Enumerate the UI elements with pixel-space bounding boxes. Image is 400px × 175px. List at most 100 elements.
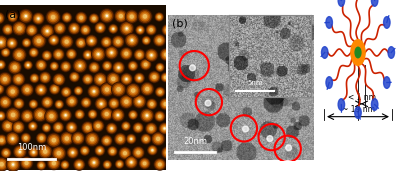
Ellipse shape [80, 42, 82, 44]
Ellipse shape [135, 50, 144, 59]
Ellipse shape [73, 27, 76, 30]
Ellipse shape [150, 29, 152, 31]
Ellipse shape [107, 124, 116, 133]
Ellipse shape [21, 110, 34, 122]
Ellipse shape [153, 76, 156, 78]
Ellipse shape [78, 112, 82, 117]
Ellipse shape [143, 136, 149, 142]
Ellipse shape [0, 163, 3, 166]
Ellipse shape [134, 73, 144, 83]
Ellipse shape [116, 86, 122, 93]
Ellipse shape [0, 115, 2, 117]
Ellipse shape [155, 136, 161, 142]
Ellipse shape [47, 11, 59, 23]
Ellipse shape [17, 126, 20, 129]
Ellipse shape [104, 63, 110, 69]
Ellipse shape [126, 134, 136, 144]
Ellipse shape [8, 61, 21, 74]
Ellipse shape [0, 84, 3, 94]
Ellipse shape [157, 65, 163, 70]
Ellipse shape [114, 85, 123, 94]
Ellipse shape [142, 161, 147, 166]
Ellipse shape [32, 51, 35, 54]
Ellipse shape [15, 50, 24, 59]
Ellipse shape [116, 135, 124, 143]
Ellipse shape [95, 74, 106, 85]
Ellipse shape [161, 73, 170, 82]
Ellipse shape [37, 111, 43, 118]
Ellipse shape [2, 49, 9, 56]
Ellipse shape [0, 97, 10, 107]
Ellipse shape [80, 146, 90, 155]
Ellipse shape [14, 146, 25, 157]
Ellipse shape [82, 122, 94, 134]
Ellipse shape [38, 135, 45, 141]
Ellipse shape [121, 49, 131, 59]
Ellipse shape [14, 99, 24, 109]
Ellipse shape [0, 96, 11, 108]
Ellipse shape [140, 12, 150, 21]
Ellipse shape [72, 26, 77, 31]
Ellipse shape [123, 75, 130, 83]
Ellipse shape [53, 65, 55, 67]
Ellipse shape [131, 162, 132, 163]
Ellipse shape [149, 71, 160, 83]
Ellipse shape [76, 38, 85, 47]
Ellipse shape [86, 133, 98, 145]
Ellipse shape [58, 103, 60, 105]
Ellipse shape [89, 62, 100, 73]
Ellipse shape [19, 9, 32, 23]
Ellipse shape [25, 62, 31, 68]
Ellipse shape [122, 50, 130, 58]
Ellipse shape [57, 53, 60, 56]
Circle shape [384, 77, 390, 88]
Ellipse shape [53, 74, 65, 85]
Ellipse shape [103, 110, 111, 118]
Ellipse shape [44, 99, 51, 106]
Ellipse shape [29, 48, 38, 57]
Ellipse shape [104, 40, 109, 44]
Ellipse shape [7, 133, 18, 144]
Ellipse shape [69, 149, 76, 156]
Ellipse shape [0, 136, 6, 145]
Ellipse shape [29, 28, 34, 33]
Ellipse shape [110, 26, 116, 32]
Ellipse shape [152, 132, 165, 145]
Ellipse shape [76, 13, 86, 22]
Ellipse shape [96, 75, 104, 84]
Ellipse shape [112, 101, 116, 106]
Ellipse shape [108, 98, 119, 109]
Ellipse shape [65, 15, 69, 20]
Ellipse shape [158, 114, 162, 119]
Ellipse shape [9, 14, 16, 20]
Ellipse shape [37, 17, 40, 20]
Ellipse shape [74, 160, 84, 169]
Ellipse shape [62, 63, 69, 70]
Ellipse shape [142, 83, 153, 94]
Ellipse shape [134, 49, 145, 60]
Ellipse shape [110, 25, 117, 33]
Ellipse shape [10, 15, 15, 19]
Ellipse shape [36, 61, 46, 70]
Ellipse shape [74, 28, 75, 29]
Ellipse shape [14, 49, 25, 60]
Ellipse shape [115, 112, 121, 118]
Ellipse shape [128, 12, 136, 21]
Ellipse shape [78, 40, 84, 46]
Ellipse shape [142, 135, 150, 143]
Ellipse shape [54, 149, 63, 158]
Ellipse shape [78, 113, 81, 116]
Ellipse shape [49, 136, 58, 145]
Ellipse shape [8, 13, 17, 21]
Ellipse shape [85, 52, 91, 58]
Ellipse shape [158, 39, 161, 42]
Ellipse shape [70, 73, 78, 81]
Ellipse shape [51, 63, 58, 70]
Ellipse shape [152, 75, 157, 79]
Ellipse shape [16, 100, 22, 107]
Ellipse shape [24, 113, 30, 119]
Ellipse shape [30, 123, 36, 129]
Ellipse shape [161, 50, 171, 60]
Ellipse shape [144, 63, 147, 66]
Ellipse shape [20, 10, 32, 22]
